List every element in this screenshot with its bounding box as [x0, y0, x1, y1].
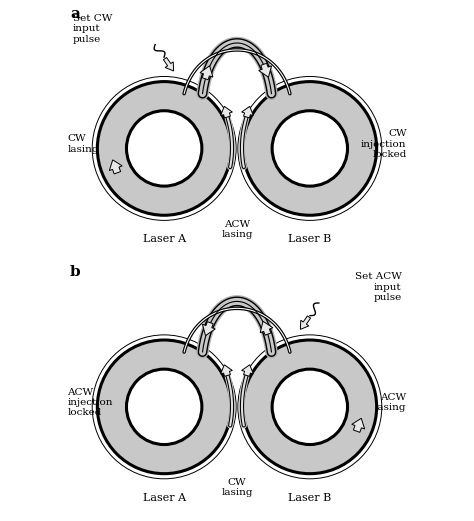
FancyArrow shape	[242, 106, 254, 118]
FancyArrow shape	[200, 66, 213, 80]
Text: Laser B: Laser B	[288, 492, 331, 503]
Text: Set CW
input
pulse: Set CW input pulse	[73, 14, 112, 44]
Circle shape	[97, 82, 231, 215]
Circle shape	[127, 111, 202, 186]
Text: CW
injection
locked: CW injection locked	[361, 129, 407, 159]
FancyArrow shape	[301, 316, 310, 329]
Circle shape	[272, 111, 347, 186]
Text: ACW
lasing: ACW lasing	[221, 219, 253, 239]
Circle shape	[127, 369, 202, 444]
Text: Laser A: Laser A	[143, 492, 186, 503]
Text: ACW
injection
locked: ACW injection locked	[67, 388, 113, 417]
FancyArrow shape	[164, 57, 173, 71]
FancyArrow shape	[109, 160, 122, 174]
FancyArrow shape	[259, 63, 272, 77]
FancyArrow shape	[242, 365, 254, 376]
Text: a: a	[70, 7, 80, 21]
FancyArrow shape	[260, 321, 273, 335]
Text: CW
lasing: CW lasing	[221, 478, 253, 498]
Text: Set ACW
input
pulse: Set ACW input pulse	[355, 272, 401, 302]
FancyArrow shape	[220, 106, 232, 118]
Circle shape	[97, 340, 231, 474]
FancyArrow shape	[352, 418, 365, 432]
Circle shape	[243, 82, 377, 215]
Circle shape	[272, 369, 347, 444]
Text: Laser A: Laser A	[143, 234, 186, 244]
Text: b: b	[70, 266, 81, 279]
Circle shape	[243, 340, 377, 474]
FancyArrow shape	[202, 321, 215, 336]
FancyArrow shape	[220, 365, 232, 376]
Text: Laser B: Laser B	[288, 234, 331, 244]
Text: ACW
lasing: ACW lasing	[375, 393, 407, 412]
Text: CW
lasing: CW lasing	[67, 134, 99, 154]
